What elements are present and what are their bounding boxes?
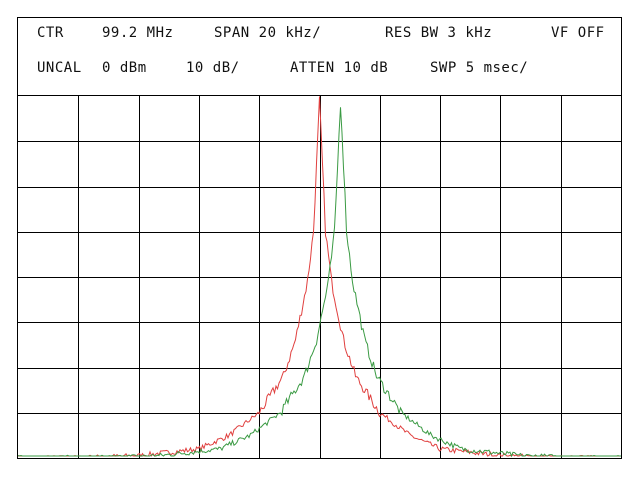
header-row-1: CTR 99.2 MHz SPAN 20 kHz/ RES BW 3 kHz V…	[18, 25, 621, 45]
header-row-2: UNCAL 0 dBm 10 dB/ ATTEN 10 dB SWP 5 mse…	[18, 60, 621, 80]
settings-header: CTR 99.2 MHz SPAN 20 kHz/ RES BW 3 kHz V…	[18, 18, 621, 96]
spectrum-graticule	[18, 96, 621, 458]
spectrum-trace-green	[18, 107, 621, 458]
graticule-lines	[18, 96, 621, 458]
resolution-bandwidth: RES BW 3 kHz	[385, 25, 493, 41]
reference-level: 0 dBm	[102, 60, 147, 76]
span-setting: SPAN 20 kHz/	[214, 25, 322, 41]
spectrum-plot	[18, 96, 621, 458]
analyzer-display: CTR 99.2 MHz SPAN 20 kHz/ RES BW 3 kHz V…	[17, 17, 622, 459]
sweep-time: SWP 5 msec/	[430, 60, 529, 76]
uncal-indicator: UNCAL	[37, 60, 82, 76]
video-filter-status: VF OFF	[551, 25, 605, 41]
spectrum-traces	[18, 96, 621, 458]
center-label: CTR	[37, 25, 64, 41]
attenuation: ATTEN 10 dB	[290, 60, 389, 76]
spectrum-trace-red	[18, 96, 621, 457]
vertical-scale: 10 dB/	[186, 60, 240, 76]
center-frequency: 99.2 MHz	[102, 25, 174, 41]
